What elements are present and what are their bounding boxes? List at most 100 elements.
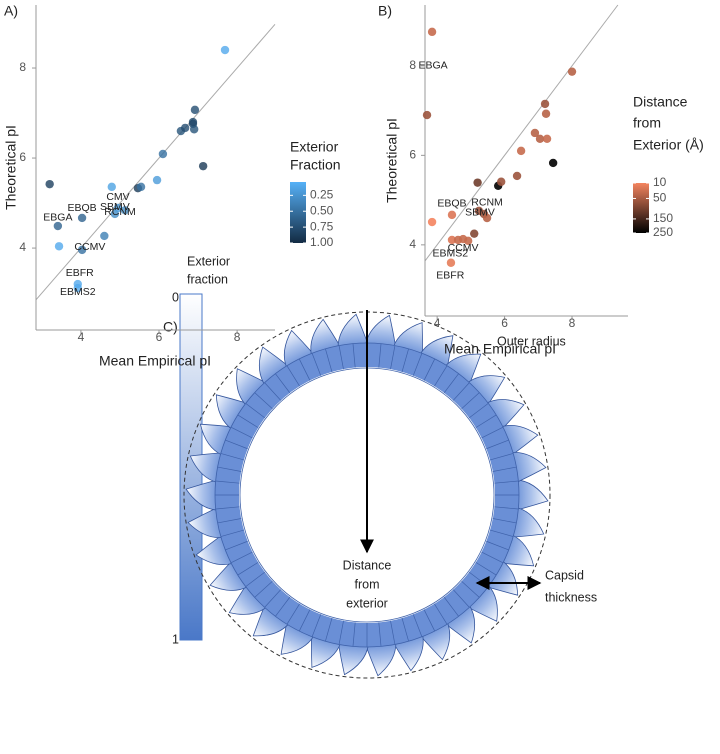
distance-label: from <box>355 577 380 591</box>
y-tick-label: 6 <box>409 148 416 162</box>
legend-tick-label: 50 <box>653 191 667 205</box>
point <box>158 149 168 159</box>
ring-segment <box>352 343 356 368</box>
ring-segment <box>225 439 248 450</box>
x-tick-label: 8 <box>569 316 576 330</box>
point <box>535 134 545 143</box>
ring-segment <box>492 466 517 472</box>
y-tick-label: 8 <box>19 60 26 74</box>
capsid-petal <box>252 604 290 637</box>
legend-tick-label: 150 <box>653 211 673 225</box>
ring-segment <box>325 618 333 642</box>
point <box>447 210 457 220</box>
legend-tick-label: 10 <box>653 175 667 189</box>
ring-segment <box>486 439 509 450</box>
ring-segment <box>286 365 300 387</box>
capsid-petal <box>259 346 290 386</box>
capsid-petal <box>236 368 268 407</box>
panel-label: B) <box>378 3 392 19</box>
capsid-petal <box>280 621 315 655</box>
ring-segment <box>434 603 448 625</box>
point <box>541 109 551 118</box>
y-axis-label: Theoretical pI <box>384 118 400 203</box>
point-label: EBMS2 <box>60 286 96 298</box>
legend-tick-label: 250 <box>653 225 673 239</box>
ring-segment <box>311 614 322 637</box>
point <box>567 67 577 76</box>
x-tick-label: 8 <box>234 330 241 344</box>
capsid-petal <box>209 559 249 591</box>
capsid-petal <box>510 507 545 538</box>
point <box>77 245 87 255</box>
ring-segment <box>220 529 244 537</box>
legend-tick-label: 0.25 <box>310 188 334 202</box>
legend-title: from <box>633 115 661 131</box>
ring-segment <box>225 540 248 551</box>
ring-segment <box>230 551 253 564</box>
point <box>447 235 457 245</box>
distance-label: exterior <box>346 596 388 610</box>
ring-segment <box>412 614 423 637</box>
legend-min: 0 <box>172 290 179 304</box>
x-tick-label: 4 <box>78 330 85 344</box>
ring-segment <box>338 345 344 370</box>
ring-segment <box>423 609 436 632</box>
point-label: EBFR <box>66 267 94 279</box>
ring-segment <box>434 365 448 387</box>
ring-segment <box>215 480 240 484</box>
ring-segment <box>475 562 497 576</box>
ring-segment <box>264 382 282 401</box>
legend-tick-label: 0.75 <box>310 219 334 233</box>
ring-segment <box>298 358 311 381</box>
ring-segment <box>481 426 504 439</box>
capsid-petal <box>337 641 369 676</box>
point <box>152 175 162 185</box>
point <box>189 125 199 134</box>
ring-segment <box>286 603 300 625</box>
point <box>220 45 230 55</box>
x-axis-label: Mean Empirical pI <box>99 353 211 369</box>
ring-segment <box>275 596 291 617</box>
ring-segment <box>494 506 519 510</box>
point-label: EBGA <box>43 212 72 224</box>
point-label: CCMV <box>448 242 479 254</box>
point <box>542 134 552 143</box>
ring-segment <box>423 358 436 381</box>
distance-label: Distance <box>343 558 392 572</box>
point <box>54 242 64 251</box>
point <box>497 177 506 186</box>
capsid-petal <box>185 479 219 511</box>
legend-title: Exterior <box>187 254 230 268</box>
scatter-panel: A) 4 6 8 4 6 8 Mean Empirical pI Theoretical pI E… <box>3 3 341 369</box>
capsid-petal <box>466 583 498 622</box>
ring-segment <box>443 373 459 394</box>
legend-title: fraction <box>187 272 228 286</box>
point <box>198 161 208 171</box>
point <box>188 117 198 127</box>
point <box>73 283 82 293</box>
capsid-petal <box>189 452 224 483</box>
legend-title: Distance <box>633 94 688 110</box>
ring-segment <box>220 453 244 461</box>
point <box>540 99 550 109</box>
point <box>190 105 200 115</box>
legend-max: 1 <box>172 632 179 646</box>
panel-label: A) <box>4 3 18 19</box>
point <box>422 110 432 120</box>
ring-segment <box>352 622 356 647</box>
legend-title: Fraction <box>290 157 341 173</box>
capsid-petal <box>419 335 454 369</box>
ring-segment <box>461 580 480 598</box>
point-label: EBQB <box>67 202 96 214</box>
ring-segment <box>217 518 242 524</box>
ring-segment <box>390 345 396 370</box>
capsid-petal <box>444 604 475 644</box>
legend-colorbar <box>633 183 649 233</box>
ring-segment <box>254 580 273 598</box>
ring-segment <box>494 480 519 484</box>
capsid-petal <box>466 375 506 407</box>
point-label: SBMV <box>465 206 495 218</box>
legend-colorbar <box>290 182 306 243</box>
identity-line <box>35 24 276 301</box>
ring-segment <box>237 414 259 428</box>
